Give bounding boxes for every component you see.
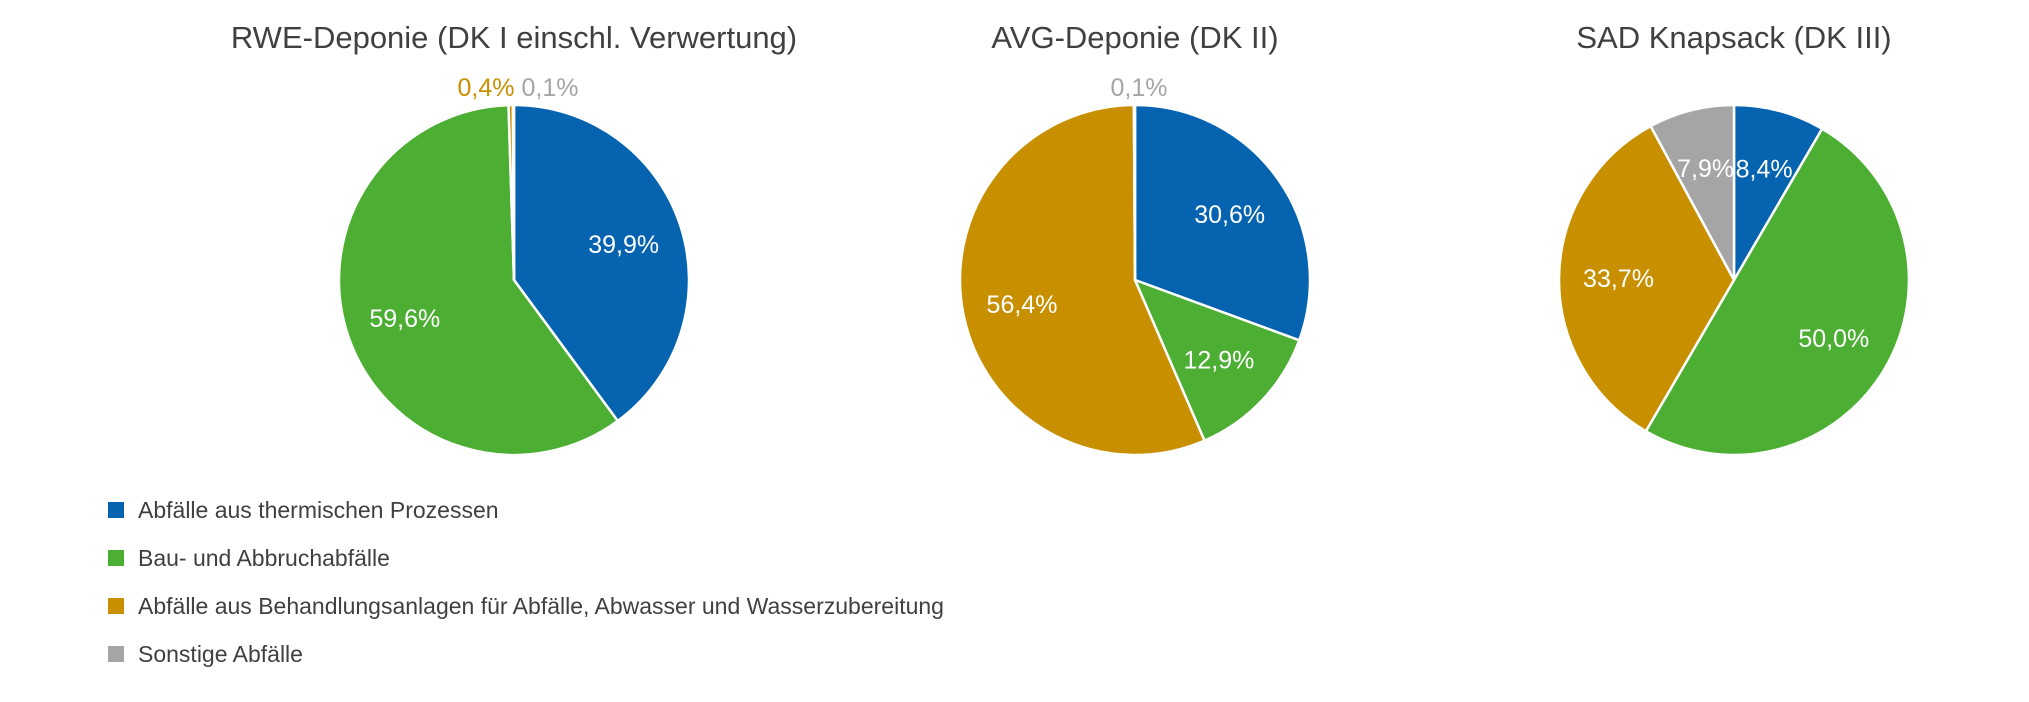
- data-label: 0,1%: [1111, 74, 1168, 102]
- data-label: 7,9%: [1677, 155, 1734, 183]
- data-label: 59,6%: [369, 305, 440, 333]
- slice-construction: [1133, 278, 1301, 442]
- legend-label: Sonstige Abfälle: [138, 640, 303, 667]
- slice-thermal: [1133, 103, 1312, 342]
- slice-treatment: [1557, 124, 1736, 433]
- slice-thermal: [1732, 103, 1824, 282]
- slice-construction: [337, 103, 619, 457]
- slice-construction: [1644, 127, 1911, 457]
- legend-label: Bau- und Abbruchabfälle: [138, 544, 390, 571]
- legend: Abfälle aus thermischen Prozessen Bau- u…: [108, 486, 944, 678]
- chart-title: RWE-Deponie (DK I einschl. Verwertung): [231, 20, 797, 55]
- pie-chart-2: AVG-Deponie (DK II) 30,6% 12,9% 56,4% 0,1%: [958, 20, 1312, 457]
- legend-swatch: [108, 646, 124, 662]
- legend-swatch: [108, 550, 124, 566]
- slice-other: [1132, 103, 1137, 282]
- legend-swatch: [108, 502, 124, 518]
- slice-thermal: [512, 103, 691, 423]
- data-label: 30,6%: [1194, 201, 1265, 229]
- slice-other: [1649, 103, 1736, 282]
- data-label: 33,7%: [1583, 265, 1654, 293]
- data-label: 0,4%: [458, 74, 515, 102]
- data-label: 39,9%: [588, 231, 659, 259]
- data-label: 56,4%: [987, 291, 1058, 319]
- legend-label: Abfälle aus thermischen Prozessen: [138, 496, 499, 523]
- data-label: 12,9%: [1183, 346, 1254, 374]
- slice-treatment: [958, 103, 1206, 457]
- legend-label: Abfälle aus Behandlungsanlagen für Abfäl…: [138, 592, 944, 619]
- pie-chart-1: RWE-Deponie (DK I einschl. Verwertung) 39…: [231, 20, 797, 457]
- chart-title: SAD Knapsack (DK III): [1576, 20, 1891, 55]
- chart-title: AVG-Deponie (DK II): [991, 20, 1278, 55]
- legend-item-thermal: Abfälle aus thermischen Prozessen: [108, 486, 944, 534]
- data-label: 50,0%: [1798, 325, 1869, 353]
- legend-item-construction: Bau- und Abbruchabfälle: [108, 534, 944, 582]
- data-label: 8,4%: [1736, 156, 1793, 184]
- data-label: 0,1%: [522, 74, 579, 102]
- legend-item-treatment: Abfälle aus Behandlungsanlagen für Abfäl…: [108, 582, 944, 630]
- legend-item-other: Sonstige Abfälle: [108, 630, 944, 678]
- pie-chart-3: SAD Knapsack (DK III) 8,4% 50,0% 33,7% 7,9%: [1557, 20, 1911, 457]
- slice-other: [511, 103, 516, 282]
- legend-swatch: [108, 598, 124, 614]
